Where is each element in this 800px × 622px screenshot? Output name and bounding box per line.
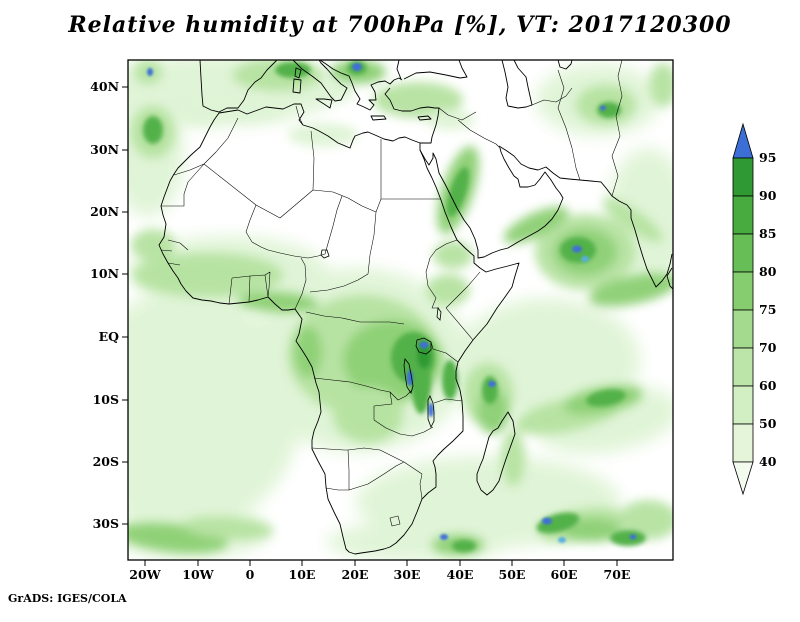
colorbar-label: 40 <box>759 454 777 469</box>
colorbar-segment <box>732 233 754 273</box>
lat-tick-label: EQ <box>99 329 120 344</box>
colorbar-segment <box>732 347 754 387</box>
africa-coastline <box>158 103 520 555</box>
lon-tick-label: 70E <box>604 567 631 582</box>
lon-tick-label: 20W <box>129 567 161 582</box>
lat-axis: 40N 30N 20N 10N EQ 10S 20S 30S <box>90 79 128 531</box>
lat-tick-label: 10N <box>90 266 119 281</box>
lat-tick-label: 10S <box>93 392 119 407</box>
lon-axis: 20W 10W 0 10E 20E 30E 40E 50E 60E 70E <box>129 560 630 582</box>
colorbar-above-arrow <box>732 122 754 159</box>
lat-tick-label: 30N <box>90 142 119 157</box>
lon-tick-label: 60E <box>551 567 578 582</box>
colorbar-label: 80 <box>759 264 777 279</box>
country-borders <box>160 60 623 527</box>
colorbar-segment <box>732 271 754 311</box>
madagascar-coastline <box>476 411 516 496</box>
colorbar-label: 60 <box>759 378 777 393</box>
colorbar-segment <box>732 157 754 197</box>
humidity-shading <box>128 60 673 560</box>
lat-tick-label: 30S <box>93 516 119 531</box>
page-title: Relative humidity at 700hPa [%], VT: 201… <box>68 12 732 38</box>
colorbar-label: 75 <box>759 302 776 317</box>
colorbar-label: 50 <box>759 416 777 431</box>
colorbar-segment <box>732 309 754 349</box>
map-area: 40N 30N 20N 10N EQ 10S 20S 30S 20W 10W 0… <box>90 59 674 582</box>
map-frame <box>127 59 674 561</box>
lat-tick-label: 20N <box>90 204 119 219</box>
lon-tick-label: 0 <box>246 567 255 582</box>
lon-tick-label: 50E <box>499 567 526 582</box>
lakes <box>320 249 442 428</box>
lon-tick-label: 20E <box>342 567 369 582</box>
lat-tick-label: 40N <box>90 79 119 94</box>
lat-tick-label: 20S <box>93 454 119 469</box>
colorbar-label: 85 <box>759 226 776 241</box>
lon-tick-label: 10E <box>289 567 316 582</box>
lon-tick-label: 10W <box>182 567 214 582</box>
lon-tick-label: 30E <box>394 567 421 582</box>
colorbar-segment <box>732 385 754 425</box>
colorbar-segment <box>732 423 754 463</box>
colorbar-label: 95 <box>759 150 776 165</box>
colorbar-below-arrow <box>732 461 754 496</box>
lon-tick-label: 40E <box>447 567 474 582</box>
colorbar-segment <box>732 195 754 235</box>
grads-attribution: GrADS: IGES/COLA <box>8 592 127 605</box>
colorbar-label: 90 <box>759 188 777 203</box>
europe-coastlines <box>199 60 468 144</box>
colorbar: 95 90 85 80 75 70 60 50 40 <box>732 122 777 496</box>
colorbar-label: 70 <box>759 340 777 355</box>
